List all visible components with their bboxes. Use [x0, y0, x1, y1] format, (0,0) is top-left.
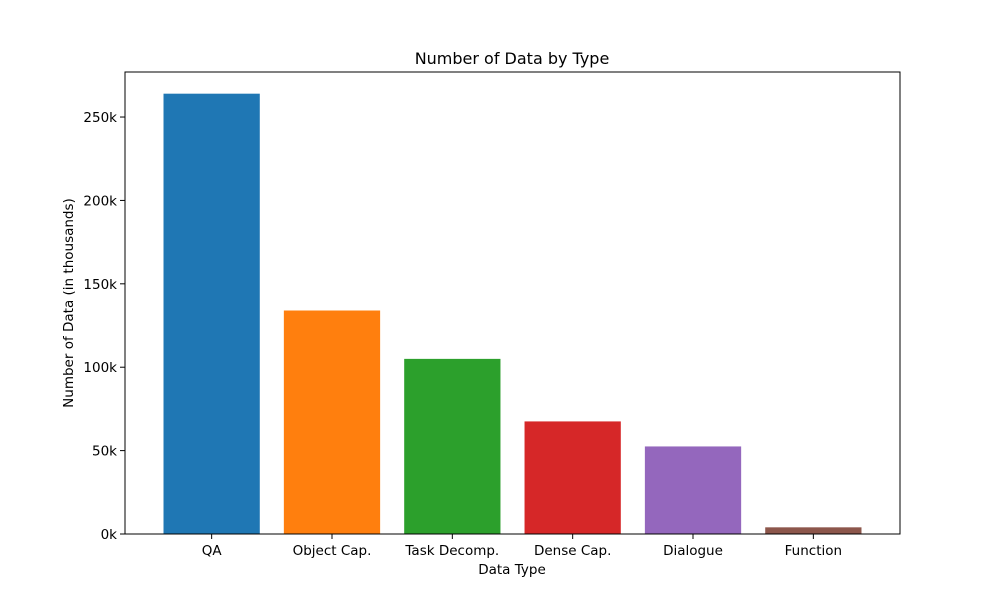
- bars-layer: [163, 93, 862, 534]
- bar-object-cap: [283, 310, 381, 534]
- bar-dialogue: [644, 446, 742, 534]
- y-tick-label: 250k: [83, 110, 117, 126]
- y-axis-label: Number of Data (in thousands): [61, 198, 77, 408]
- bar-function: [765, 527, 862, 534]
- y-tick-label: 50k: [92, 444, 117, 460]
- plot-frame: [124, 71, 901, 535]
- x-tick-label: Object Cap.: [293, 543, 372, 559]
- x-axis-label: Data Type: [478, 562, 546, 578]
- x-tick-label: Dialogue: [663, 543, 723, 559]
- y-tick-label: 150k: [83, 277, 117, 293]
- y-tick-label: 0k: [101, 527, 118, 543]
- y-tick-label: 100k: [83, 360, 117, 376]
- bar-qa: [163, 93, 260, 534]
- x-tick-label: Task Decomp.: [404, 543, 499, 559]
- y-axis-ticks: 0k 50k 100k 150k 200k 250k: [83, 110, 125, 543]
- bar-task-decomp: [404, 358, 501, 534]
- y-tick-label: 200k: [83, 193, 117, 209]
- x-tick-label: QA: [202, 543, 223, 559]
- chart-title: Number of Data by Type: [415, 49, 610, 68]
- x-axis-ticks: QA Object Cap. Task Decomp. Dense Cap. Dialo…: [202, 534, 842, 559]
- bar-dense-cap: [524, 421, 621, 534]
- x-tick-label: Function: [785, 543, 842, 559]
- x-tick-label: Dense Cap.: [534, 543, 611, 559]
